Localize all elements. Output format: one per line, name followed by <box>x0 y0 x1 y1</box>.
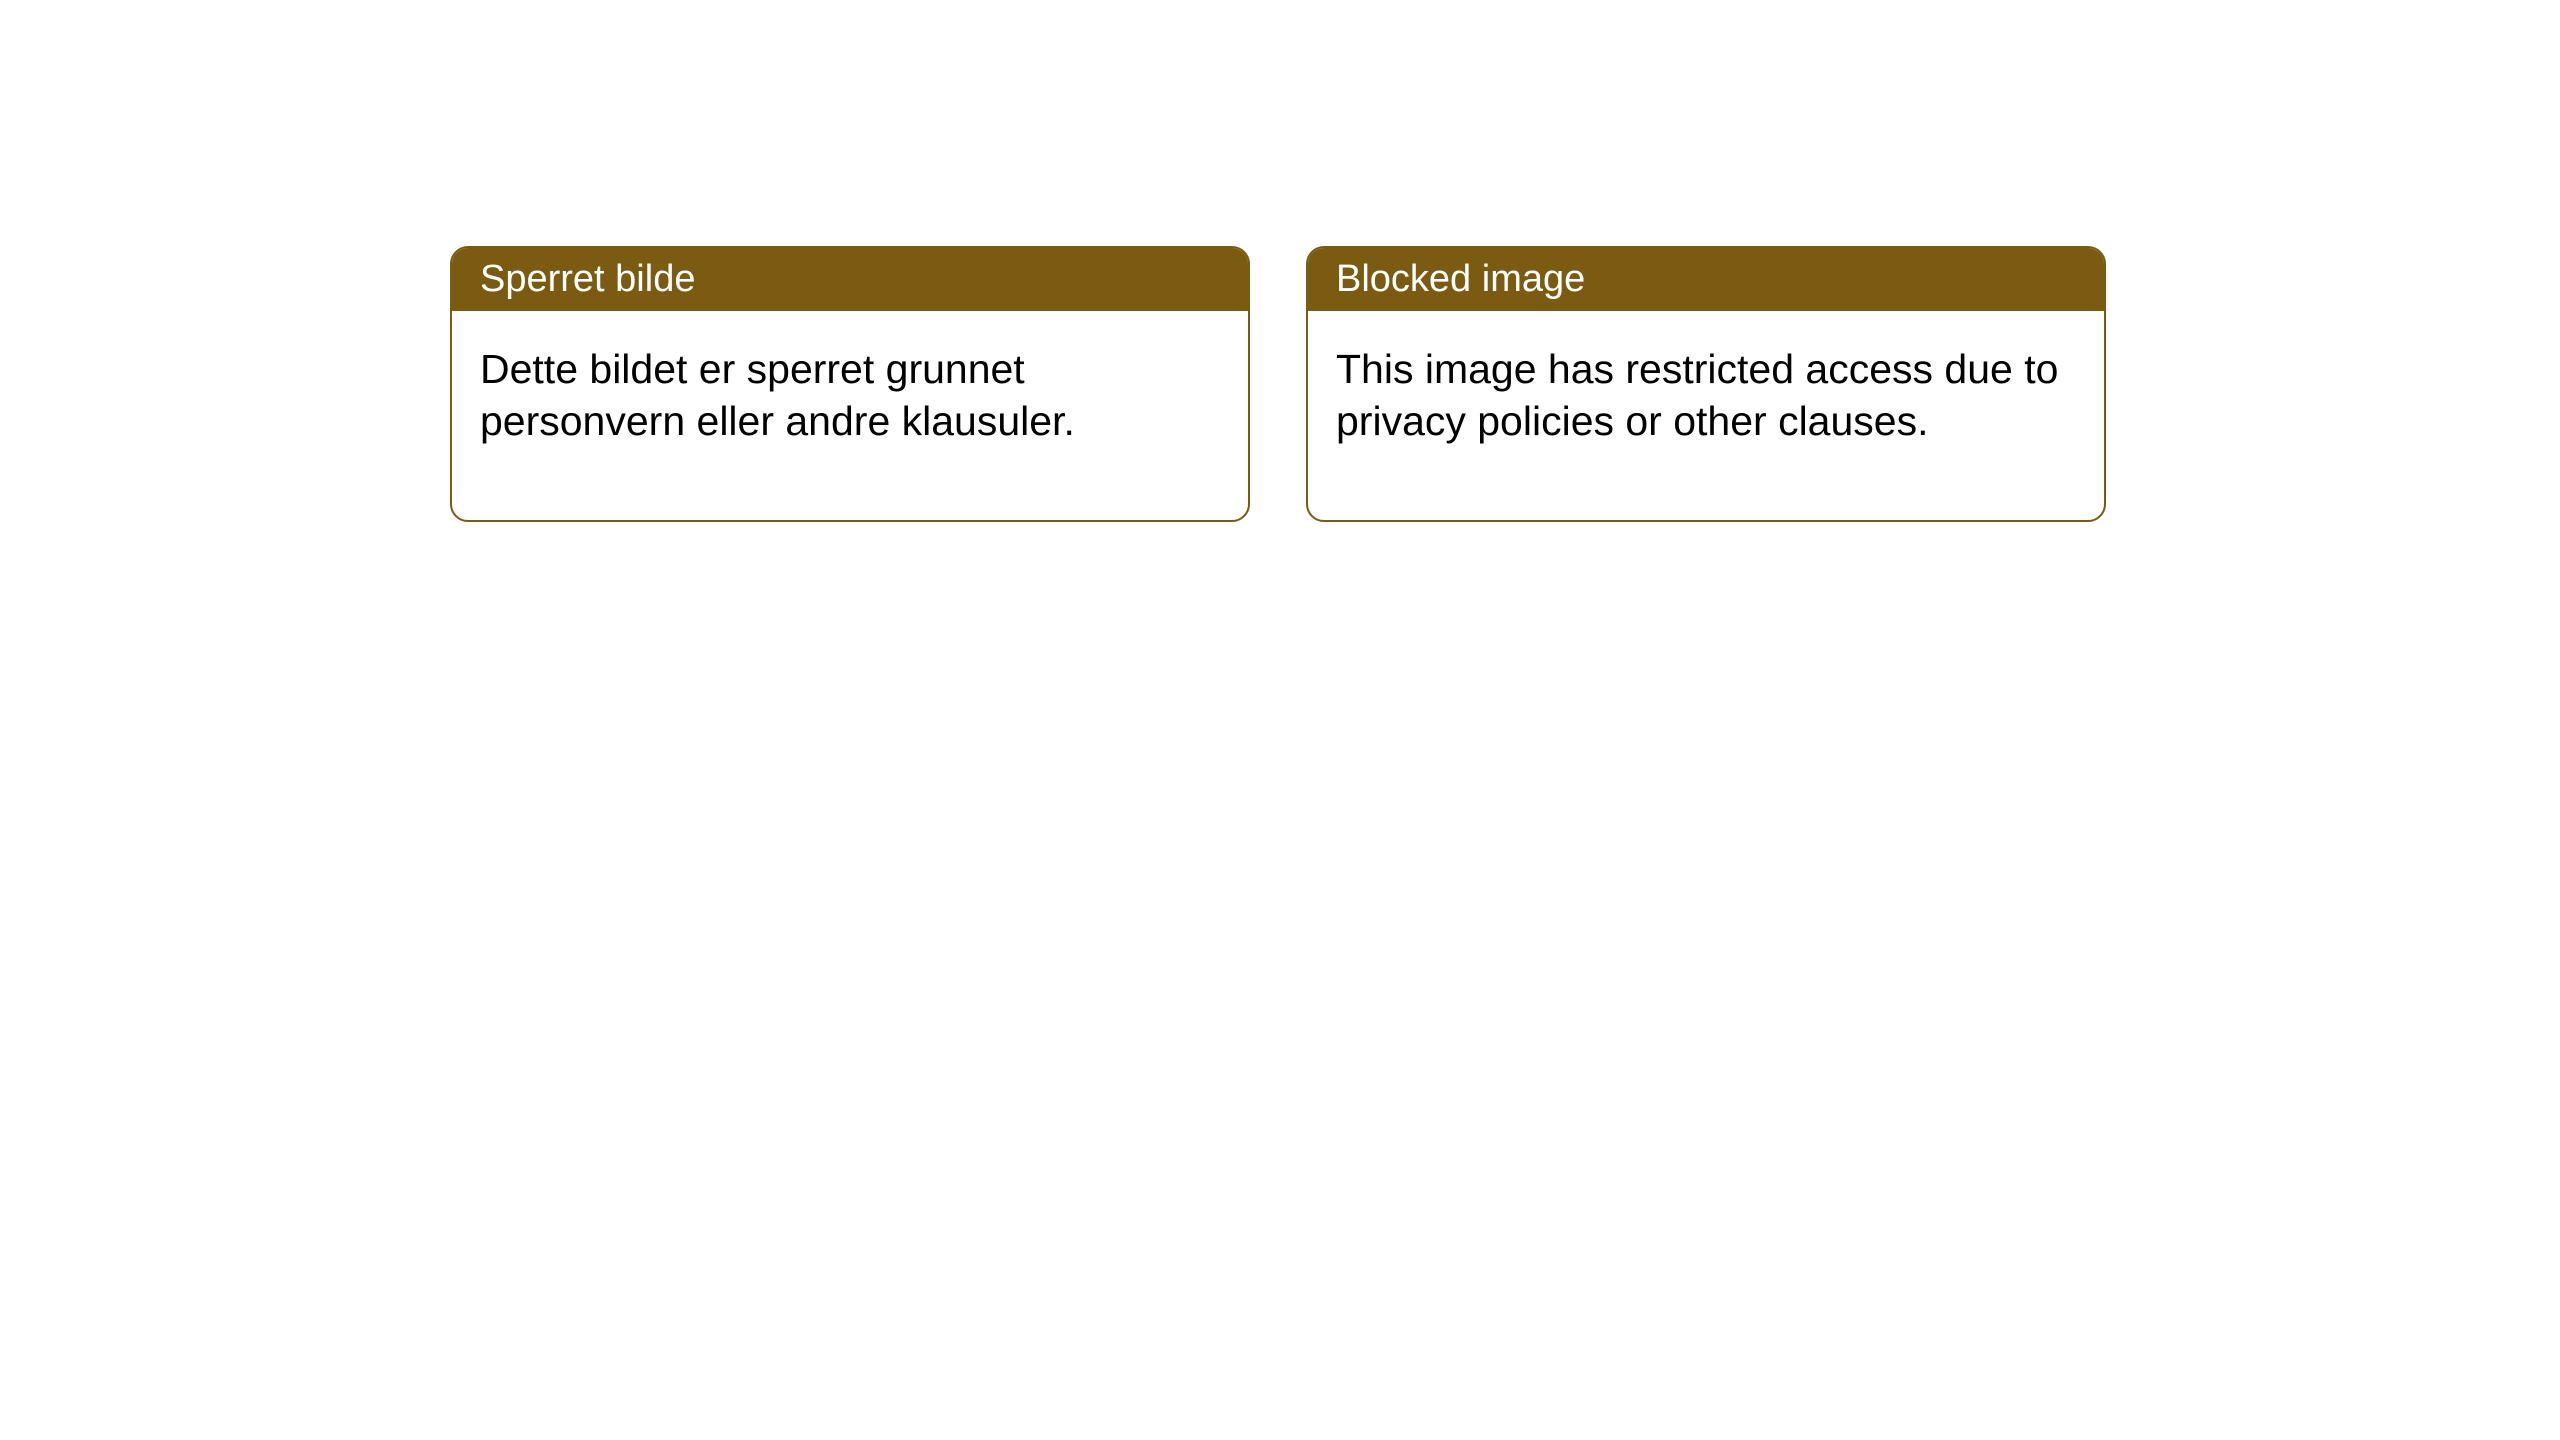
card-header: Sperret bilde <box>452 248 1248 311</box>
card-body: This image has restricted access due to … <box>1308 311 2104 520</box>
card-title: Blocked image <box>1336 258 1585 300</box>
notice-card-english: Blocked image This image has restricted … <box>1306 246 2106 522</box>
card-header: Blocked image <box>1308 248 2104 311</box>
notice-cards-container: Sperret bilde Dette bildet er sperret gr… <box>450 246 2106 522</box>
card-body: Dette bildet er sperret grunnet personve… <box>452 311 1248 520</box>
card-title: Sperret bilde <box>480 258 695 300</box>
notice-card-norwegian: Sperret bilde Dette bildet er sperret gr… <box>450 246 1250 522</box>
card-message: Dette bildet er sperret grunnet personve… <box>480 346 1075 444</box>
card-message: This image has restricted access due to … <box>1336 346 2058 444</box>
